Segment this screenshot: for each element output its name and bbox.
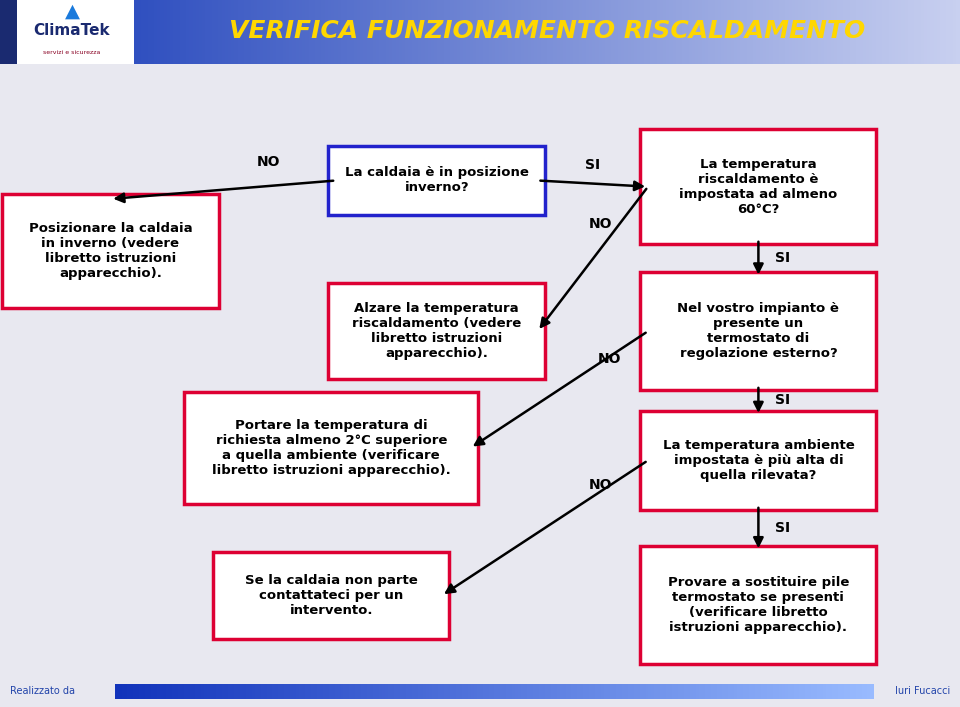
Text: SI: SI [775, 393, 790, 407]
Text: SI: SI [775, 521, 790, 535]
Text: NO: NO [257, 155, 280, 169]
Text: NO: NO [598, 352, 621, 366]
Text: Posizionare la caldaia
in inverno (vedere
libretto istruzioni
apparecchio).: Posizionare la caldaia in inverno (veder… [29, 222, 192, 280]
FancyBboxPatch shape [184, 392, 478, 503]
FancyBboxPatch shape [0, 0, 134, 64]
Text: servizi e sicurezza: servizi e sicurezza [43, 49, 101, 54]
Text: ▲: ▲ [64, 2, 80, 21]
Text: NO: NO [588, 216, 612, 230]
Text: La temperatura ambiente
impostata è più alta di
quella rilevata?: La temperatura ambiente impostata è più … [662, 439, 854, 482]
FancyBboxPatch shape [213, 552, 449, 639]
Text: SI: SI [586, 158, 600, 172]
Text: NO: NO [588, 478, 612, 492]
Text: ClimaTek: ClimaTek [34, 23, 110, 38]
Text: SI: SI [775, 251, 790, 265]
FancyBboxPatch shape [640, 272, 876, 390]
Text: Realizzato da: Realizzato da [10, 686, 75, 696]
FancyBboxPatch shape [328, 146, 545, 215]
FancyBboxPatch shape [2, 194, 219, 308]
Text: Portare la temperatura di
richiesta almeno 2°C superiore
a quella ambiente (veri: Portare la temperatura di richiesta alme… [212, 419, 450, 477]
Text: Iuri Fucacci: Iuri Fucacci [895, 686, 950, 696]
Text: Provare a sostituire pile
termostato se presenti
(verificare libretto
istruzioni: Provare a sostituire pile termostato se … [668, 576, 849, 634]
FancyBboxPatch shape [0, 0, 17, 64]
FancyBboxPatch shape [640, 129, 876, 244]
FancyBboxPatch shape [640, 547, 876, 664]
Text: Nel vostro impianto è
presente un
termostato di
regolazione esterno?: Nel vostro impianto è presente un termos… [678, 302, 839, 360]
Text: La caldaia è in posizione
inverno?: La caldaia è in posizione inverno? [345, 166, 529, 194]
FancyBboxPatch shape [640, 411, 876, 510]
Text: Se la caldaia non parte
contattateci per un
intervento.: Se la caldaia non parte contattateci per… [245, 574, 418, 617]
Text: VERIFICA FUNZIONAMENTO RISCALDAMENTO: VERIFICA FUNZIONAMENTO RISCALDAMENTO [229, 18, 865, 42]
Text: Alzare la temperatura
riscaldamento (vedere
libretto istruzioni
apparecchio).: Alzare la temperatura riscaldamento (ved… [352, 302, 521, 360]
FancyBboxPatch shape [328, 284, 545, 379]
Text: La temperatura
riscaldamento è
impostata ad almeno
60°C?: La temperatura riscaldamento è impostata… [680, 158, 837, 216]
